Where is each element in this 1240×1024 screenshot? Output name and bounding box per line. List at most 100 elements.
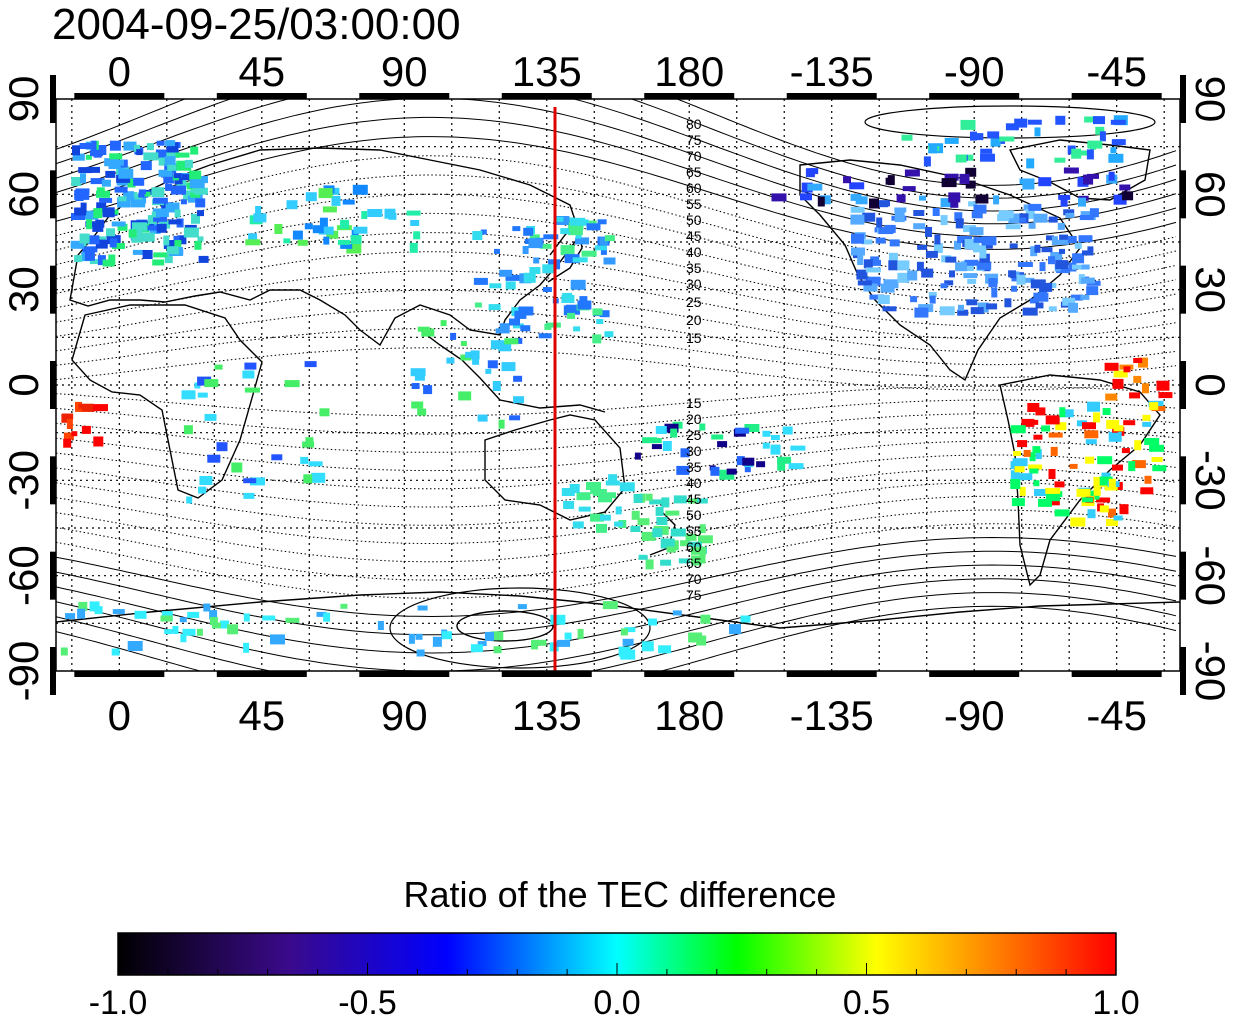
tec-cell — [1057, 239, 1070, 245]
tec-cell — [505, 281, 516, 290]
colorbar-ticks — [117, 963, 1117, 975]
lat-tick-bar — [1180, 75, 1186, 123]
tec-cell — [577, 628, 584, 639]
contour-label: 30 — [686, 276, 702, 292]
tec-cell — [925, 227, 932, 237]
tec-cell — [340, 603, 348, 609]
contour-line — [56, 251, 1177, 327]
tec-cell — [544, 323, 552, 330]
tec-cell — [231, 462, 243, 473]
tec-cell — [1047, 491, 1063, 498]
tec-cell — [1104, 362, 1119, 371]
tec-cell — [1038, 177, 1052, 187]
tec-cell — [556, 216, 564, 222]
tec-cell — [93, 436, 104, 447]
tec-cell — [649, 499, 663, 505]
tec-cell — [641, 531, 656, 541]
tec-cell — [109, 140, 121, 151]
tec-cell — [144, 191, 151, 197]
tec-cell — [1142, 421, 1152, 427]
contour-label: 35 — [686, 260, 702, 276]
tec-cell — [411, 383, 420, 389]
tec-cell — [665, 510, 680, 516]
tec-cell — [1022, 307, 1038, 316]
lon-tick-bar — [644, 93, 735, 99]
tec-cell — [305, 192, 317, 202]
tec-cell — [600, 246, 607, 255]
tec-cell — [1033, 434, 1043, 440]
tec-cell — [243, 642, 250, 653]
tec-cell — [1008, 270, 1017, 278]
tec-cell — [651, 444, 662, 450]
tec-cell — [127, 641, 143, 651]
tec-cell — [932, 208, 940, 216]
tec-cell — [742, 457, 755, 466]
tec-cell — [913, 210, 925, 216]
tec-cell — [782, 426, 793, 435]
tec-cell — [561, 488, 575, 496]
tec-cell — [140, 161, 152, 171]
tec-cell — [95, 219, 105, 228]
tec-cell — [410, 368, 426, 377]
tec-cell — [850, 206, 865, 213]
tec-cell — [1142, 383, 1149, 394]
tec-cell — [594, 245, 607, 251]
tec-cell — [596, 319, 604, 324]
tec-cell — [86, 166, 100, 173]
tec-cell — [1106, 519, 1118, 526]
tec-cell — [545, 322, 561, 328]
contour-label: 55 — [686, 196, 702, 212]
tec-cell — [499, 269, 513, 277]
tec-cell — [248, 233, 258, 242]
tec-cell — [262, 615, 276, 621]
tec-cell — [102, 207, 115, 218]
coastline-north-america — [799, 159, 1081, 382]
tec-cell — [71, 431, 78, 437]
tec-cell — [599, 237, 608, 246]
tec-cell — [664, 423, 679, 433]
contour-line — [56, 536, 1177, 618]
tec-cell — [1023, 449, 1031, 457]
tec-cell — [1099, 476, 1113, 486]
tec-cell — [1140, 487, 1154, 495]
tec-cell — [409, 242, 418, 253]
tec-cell — [305, 437, 314, 443]
tec-cell — [901, 134, 913, 141]
colorbar-tick-label: 0.0 — [593, 984, 641, 1022]
tec-cell — [130, 199, 146, 208]
tec-cell — [863, 259, 873, 269]
lat-tick-bar — [50, 647, 56, 695]
tec-cell — [1065, 212, 1075, 218]
lat-tick-bar — [50, 456, 56, 505]
contour-label: 70 — [686, 571, 702, 587]
tec-cell — [203, 603, 211, 612]
tec-cell — [352, 184, 368, 195]
lon-label-bottom: 90 — [381, 692, 428, 739]
tec-cell — [153, 214, 168, 222]
tec-cell — [174, 240, 182, 249]
contour-line — [56, 347, 1177, 391]
tec-cell — [642, 437, 658, 444]
tec-cell — [494, 248, 500, 254]
contour-line — [56, 454, 1177, 508]
tec-cell — [538, 333, 552, 339]
tec-cell — [788, 463, 804, 470]
tec-cell — [99, 197, 113, 203]
tec-cell — [1113, 194, 1127, 205]
contour-ring — [456, 610, 554, 642]
tec-cell — [244, 387, 260, 393]
tec-cell — [819, 195, 831, 205]
tec-cell — [312, 225, 324, 234]
tec-cell — [1026, 158, 1035, 169]
tec-cell — [1010, 479, 1021, 489]
tec-cell — [855, 196, 868, 205]
tec-cell — [1045, 487, 1061, 494]
tec-cell — [186, 496, 193, 504]
tec-cell — [790, 445, 806, 451]
tec-cell — [173, 173, 182, 179]
tec-cell — [297, 239, 308, 246]
tec-cell — [143, 152, 159, 161]
tec-cell — [1011, 285, 1018, 292]
tec-cell — [209, 617, 218, 625]
tec-cell — [954, 240, 961, 250]
